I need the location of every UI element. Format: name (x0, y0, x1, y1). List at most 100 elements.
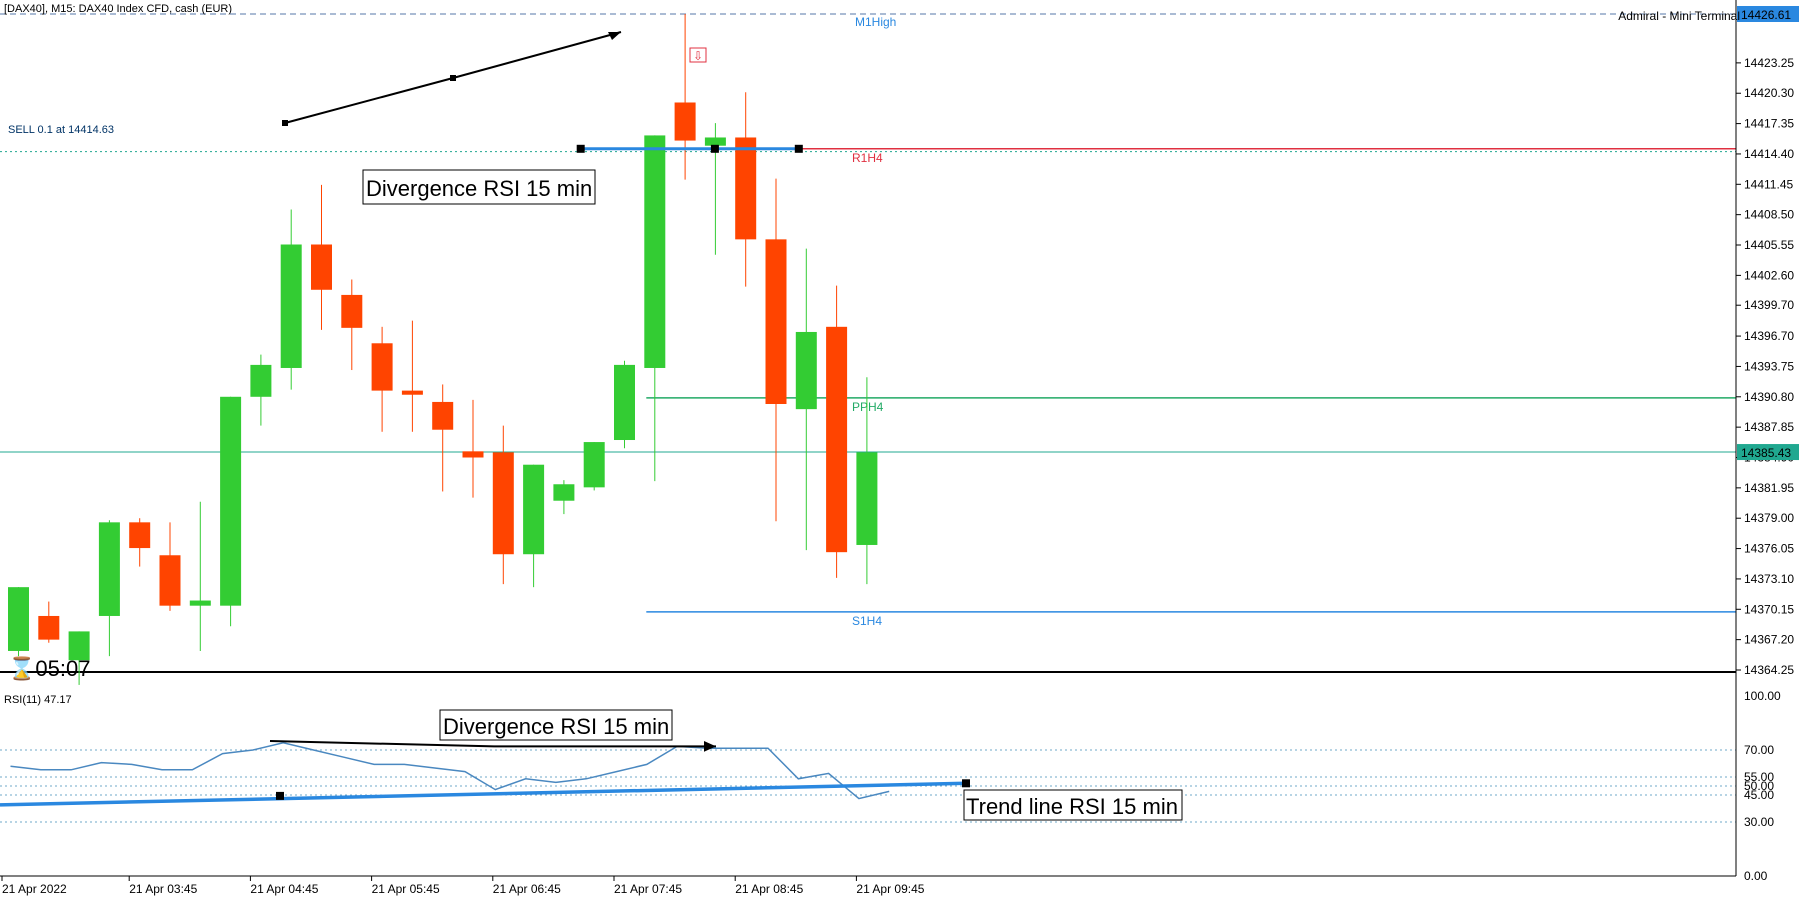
time-tick-label: 21 Apr 08:45 (735, 882, 803, 896)
candle-body (68, 631, 90, 661)
sell-order-label[interactable]: SELL 0.1 at 14414.63 (8, 124, 115, 136)
price-tick-label: 14387.85 (1744, 420, 1794, 434)
candle-body (341, 294, 363, 328)
current-price-label: 14385.43 (1741, 446, 1791, 460)
symbol-header: [DAX40], M15: DAX40 Index CFD, cash (EUR… (4, 3, 233, 15)
price-tick-label: 14420.30 (1744, 86, 1794, 100)
candle-body (311, 244, 332, 290)
note-box (439, 709, 673, 741)
candle-body (280, 244, 302, 368)
rsi-tick-label: 50.00 (1744, 779, 1774, 793)
rsi-divergence-line (269, 740, 716, 748)
time-tick-label: 21 Apr 07:45 (614, 882, 682, 896)
drawing-handle (282, 120, 288, 126)
rsi-tick-label: 30.00 (1744, 815, 1774, 829)
rsi-divergence-arrow-head (704, 741, 716, 752)
time-tick-label: 21 Apr 05:45 (372, 882, 440, 896)
mini-terminal-label[interactable]: Admiral - Mini Terminal (1618, 9, 1740, 23)
price-tick-label: 14381.95 (1744, 481, 1794, 495)
candle-body (856, 452, 878, 545)
price-tick-label: 14373.10 (1744, 572, 1794, 586)
candle-body (38, 615, 60, 640)
candle-body (250, 364, 272, 397)
candle-body (492, 452, 514, 555)
candle-body (704, 137, 726, 146)
time-tick-label: 21 Apr 03:45 (129, 882, 197, 896)
price-tick-label: 14367.20 (1744, 633, 1794, 647)
candle-body (129, 522, 151, 549)
candle-body (8, 587, 29, 651)
price-tick-label: 14393.75 (1744, 359, 1794, 373)
hline-handle (576, 144, 585, 153)
price-tick-label: 14399.70 (1744, 298, 1794, 312)
candle-body (644, 135, 666, 368)
price-tick-label: 14379.00 (1744, 511, 1794, 525)
candle-body (220, 396, 242, 606)
top-price-label: 14426.61 (1741, 8, 1791, 22)
candle-body (432, 401, 454, 430)
time-tick-label: 21 Apr 09:45 (856, 882, 924, 896)
candle-body (462, 451, 484, 458)
bar-timer-value: 05:07 (35, 656, 91, 681)
trend-handle (276, 791, 284, 800)
candle-body (583, 442, 605, 488)
rsi-tick-label: 0.00 (1744, 869, 1768, 883)
level-label-s1h4: S1H4 (852, 614, 882, 628)
rsi-label: RSI(11) 47.17 (4, 694, 72, 706)
rsi-series-line (10, 742, 890, 800)
time-axis: 21 Apr 2022 21 Apr 03:45 21 Apr 04:45 21 Ap… (0, 875, 1736, 896)
drawing-handle (450, 75, 456, 81)
time-tick-label: 21 Apr 06:45 (493, 882, 561, 896)
price-divergence-arrow-head (608, 32, 621, 40)
sell-arrow-icon (689, 47, 707, 63)
candle-body (401, 390, 423, 395)
candle-body (826, 326, 848, 553)
level-label-pph4: PPH4 (852, 400, 884, 414)
price-axis: 14423.25 14420.30 14417.35 14414.40 14411.45… (1735, 0, 1799, 876)
price-tick-label: 14390.80 (1744, 390, 1794, 404)
price-tick-label: 14408.50 (1744, 208, 1794, 222)
candle-body (765, 239, 787, 404)
note-box (963, 789, 1183, 821)
rsi-tick-label: 100.00 (1744, 689, 1781, 703)
candle-body (523, 464, 545, 555)
hline-handle (794, 144, 803, 153)
price-tick-label: 14402.60 (1744, 268, 1794, 282)
candle-body (189, 600, 211, 606)
m1high-label: M1High (855, 15, 896, 29)
rsi-trend-line (0, 781, 967, 807)
rsi-tick-label: 45.00 (1744, 788, 1774, 802)
price-tick-label: 14376.05 (1744, 542, 1794, 556)
price-pane: M1High R1H4 PPH4 S1H4 ⇩ Divergence RSI 15 min (0, 13, 1736, 685)
sell-arrow-glyph: ⇩ (693, 49, 703, 63)
price-tick-label: 14414.40 (1744, 147, 1794, 161)
price-tick-label: 14423.25 (1744, 56, 1794, 70)
candle-body (553, 484, 575, 501)
note-text: Divergence RSI 15 min (443, 714, 669, 739)
price-tick-label: 14411.45 (1744, 177, 1793, 191)
note-text: Trend line RSI 15 min (966, 794, 1178, 819)
candle-body (674, 102, 696, 141)
price-tick-label: 14370.15 (1744, 602, 1794, 616)
candle-body (98, 522, 120, 616)
price-tick-label: 14396.70 (1744, 329, 1794, 343)
top-price-tag (1737, 6, 1799, 22)
rsi-pane: Divergence RSI 15 min Trend line RSI 15 m… (0, 709, 1736, 823)
candle-body (795, 331, 817, 410)
candle-body (371, 343, 393, 391)
candle-body (159, 555, 181, 606)
price-tick-label: 14405.55 (1744, 238, 1794, 252)
time-tick-label: 21 Apr 2022 (2, 882, 67, 896)
note-text: Divergence RSI 15 min (366, 176, 592, 201)
price-tick-label: 14364.25 (1744, 663, 1794, 677)
trend-handle (962, 779, 970, 788)
candle-body (735, 137, 757, 240)
hourglass-icon: ⌛ (8, 656, 36, 681)
price-tick-label: 14417.35 (1744, 117, 1794, 131)
time-tick-label: 21 Apr 04:45 (250, 882, 318, 896)
level-label-r1h4: R1H4 (852, 151, 883, 165)
hline-handle (710, 144, 719, 153)
note-box (362, 169, 596, 205)
